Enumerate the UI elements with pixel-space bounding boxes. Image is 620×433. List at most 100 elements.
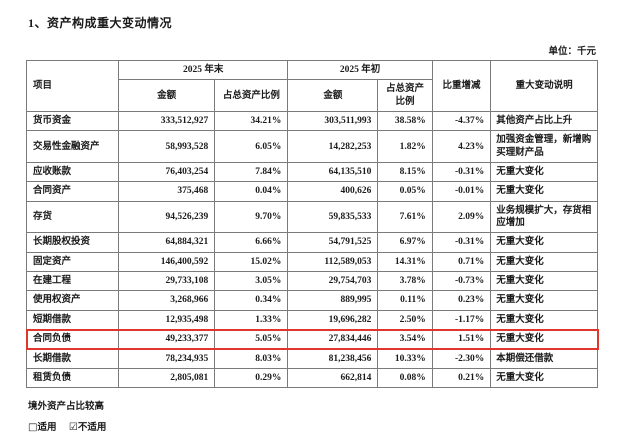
cell-end-ratio: 6.66% [214,232,289,253]
cell-note: 无重大变化 [490,290,598,311]
cell-start-amount: 662,814 [287,367,379,389]
cell-start-ratio: 8.15% [377,162,433,183]
header-row-1: 项目 2025 年末 2025 年初 比重增减 重大变动说明 [25,59,598,113]
cell-change: 2.09% [431,200,492,234]
cell-end-ratio: 6.05% [214,130,289,164]
col-header-explanation: 重大变动说明 [490,59,598,113]
col-header-item: 项目 [25,59,120,113]
cell-start-amount: 29,754,703 [287,271,379,292]
cell-item: 长期股权投资 [25,232,120,253]
col-header-period-start: 2025 年初 [287,59,433,81]
table-row: 长期股权投资 64,884,321 6.66% 54,791,525 6.97% -0.3… [25,232,598,253]
cell-end-amount: 49,233,377 [118,329,216,350]
cell-end-ratio: 1.33% [214,309,289,331]
cell-end-amount: 3,268,966 [118,290,216,311]
cell-change: 0.21% [431,367,492,389]
cell-change: -0.01% [431,181,492,202]
cell-start-amount: 112,589,053 [287,251,379,273]
cell-item: 货币资金 [25,111,120,132]
unit-label: 单位：千元 [548,47,596,57]
table-row: 货币资金 333,512,927 34.21% 303,511,993 38.58% -4… [25,111,598,132]
table-row: 长期借款 78,234,935 8.03% 81,238,456 10.33% -2.30… [25,348,598,369]
cell-start-ratio: 14.31% [377,251,433,273]
cell-end-amount: 375,468 [118,181,216,202]
cell-end-ratio: 0.29% [214,367,289,389]
table-row: 租赁负债 2,805,081 0.29% 662,814 0.08% 0.21% 无重大变化 [25,367,598,389]
cell-end-amount: 2,805,081 [118,367,216,389]
not-applicable-option: ☑不适用 [69,422,107,433]
cell-note: 无重大变化 [490,232,598,253]
cell-end-ratio: 9.70% [214,200,289,234]
cell-start-ratio: 1.82% [377,130,433,164]
cell-start-ratio: 3.54% [377,329,433,350]
cell-start-amount: 400,626 [287,181,379,202]
cell-note: 无重大变化 [490,367,598,389]
cell-start-ratio: 6.97% [377,232,433,253]
cell-end-ratio: 8.03% [214,348,289,369]
cell-end-amount: 146,400,592 [118,251,216,273]
cell-item: 合同负债 [25,329,120,350]
cell-end-amount: 333,512,927 [118,111,216,132]
cell-item: 在建工程 [25,271,120,292]
table-body: 货币资金 333,512,927 34.21% 303,511,993 38.58% -4… [25,111,599,389]
col-header-end-ratio: 占总资产比例 [214,79,289,113]
table-row: 合同资产 375,468 0.04% 400,626 0.05% -0.01% 无重大变化 [25,181,598,202]
cell-end-amount: 29,733,108 [118,271,216,292]
table-row: 存货 94,526,239 9.70% 59,835,533 7.61% 2.09% 业务规… [25,200,598,234]
cell-change: -4.37% [431,111,492,132]
cell-start-amount: 81,238,456 [287,348,379,369]
cell-change: -2.30% [431,348,492,369]
cell-end-ratio: 34.21% [214,111,289,132]
table-row: 短期借款 12,935,498 1.33% 19,696,282 2.50% -1.17%… [25,309,598,331]
cell-start-amount: 14,282,253 [287,130,379,164]
cell-change: -0.31% [431,232,492,253]
not-applicable-label: 不适用 [77,423,107,433]
table-row: 固定资产 146,400,592 15.02% 112,589,053 14.31% 0.… [25,251,598,273]
checkbox-unchecked-icon: □ [28,422,38,433]
cell-start-ratio: 0.11% [377,290,433,311]
cell-end-ratio: 7.84% [214,162,289,183]
cell-start-ratio: 7.61% [377,200,433,234]
cell-change: 0.71% [431,251,492,273]
cell-change: -1.17% [431,309,492,331]
cell-change: -0.31% [431,162,492,183]
applicable-option: □适用 [28,422,56,433]
col-header-start-ratio: 占总资产比例 [377,79,433,113]
cell-start-ratio: 3.78% [377,271,433,292]
cell-note: 无重大变化 [490,162,598,183]
cell-end-amount: 78,234,935 [118,348,216,369]
cell-start-ratio: 2.50% [377,309,433,331]
table-row: 应收账款 76,403,254 7.84% 64,135,510 8.15% -0.31%… [25,162,598,183]
cell-start-ratio: 0.05% [377,181,433,202]
cell-start-ratio: 0.08% [377,367,433,389]
cell-start-amount: 303,511,993 [287,111,379,132]
cell-end-ratio: 0.34% [214,290,289,311]
cell-end-ratio: 0.04% [214,181,289,202]
cell-start-ratio: 10.33% [377,348,433,369]
cell-item: 合同资产 [25,181,120,202]
cell-item: 短期借款 [25,309,120,331]
cell-item: 租赁负债 [25,367,120,389]
cell-start-amount: 27,834,446 [287,329,379,350]
cell-end-amount: 76,403,254 [118,162,216,183]
col-header-change: 比重增减 [431,59,492,113]
cell-end-ratio: 3.05% [214,271,289,292]
cell-note: 本期偿还借款 [490,348,598,369]
cell-start-amount: 19,696,282 [287,309,379,331]
cell-item: 固定资产 [25,251,120,273]
col-header-end-amount: 金额 [118,79,216,113]
cell-end-amount: 94,526,239 [118,200,216,234]
cell-start-amount: 889,995 [287,290,379,311]
cell-end-amount: 12,935,498 [118,309,216,331]
applicable-row: □适用 ☑不适用 [28,419,598,433]
table-row: 在建工程 29,733,108 3.05% 29,754,703 3.78% -0.73%… [25,271,598,292]
header-row-2: 金额 占总资产比例 金额 占总资产比例 [27,79,598,113]
table-row: 使用权资产 3,268,966 0.34% 889,995 0.11% 0.23% 无重大变… [25,290,598,311]
cell-item: 使用权资产 [25,290,120,311]
cell-note: 无重大变化 [490,251,598,273]
cell-note: 无重大变化 [490,309,598,331]
cell-item: 存货 [25,200,120,234]
cell-change: 0.23% [431,290,492,311]
cell-start-amount: 59,835,533 [287,200,379,234]
asset-change-table: 项目 2025 年末 2025 年初 比重增减 重大变动说明 金额 占总资产比例… [25,59,599,389]
